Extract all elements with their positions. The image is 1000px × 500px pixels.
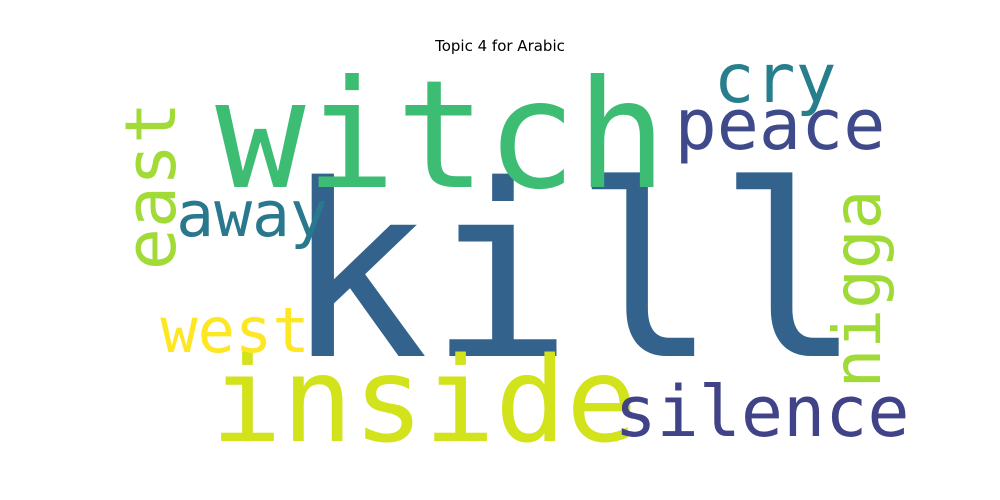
word-peace: peace: [675, 84, 886, 166]
chart-title: Topic 4 for Arabic: [435, 37, 565, 55]
word-east: east: [110, 102, 192, 271]
word-west: west: [160, 294, 309, 367]
word-away: away: [176, 178, 328, 251]
word-kill: kill: [284, 133, 862, 413]
word-inside: inside: [211, 331, 637, 469]
word-cry: cry: [714, 40, 837, 119]
word-witch: witch: [215, 49, 667, 223]
word-silence: silence: [614, 371, 909, 453]
word-nigga: nigga: [819, 190, 896, 389]
